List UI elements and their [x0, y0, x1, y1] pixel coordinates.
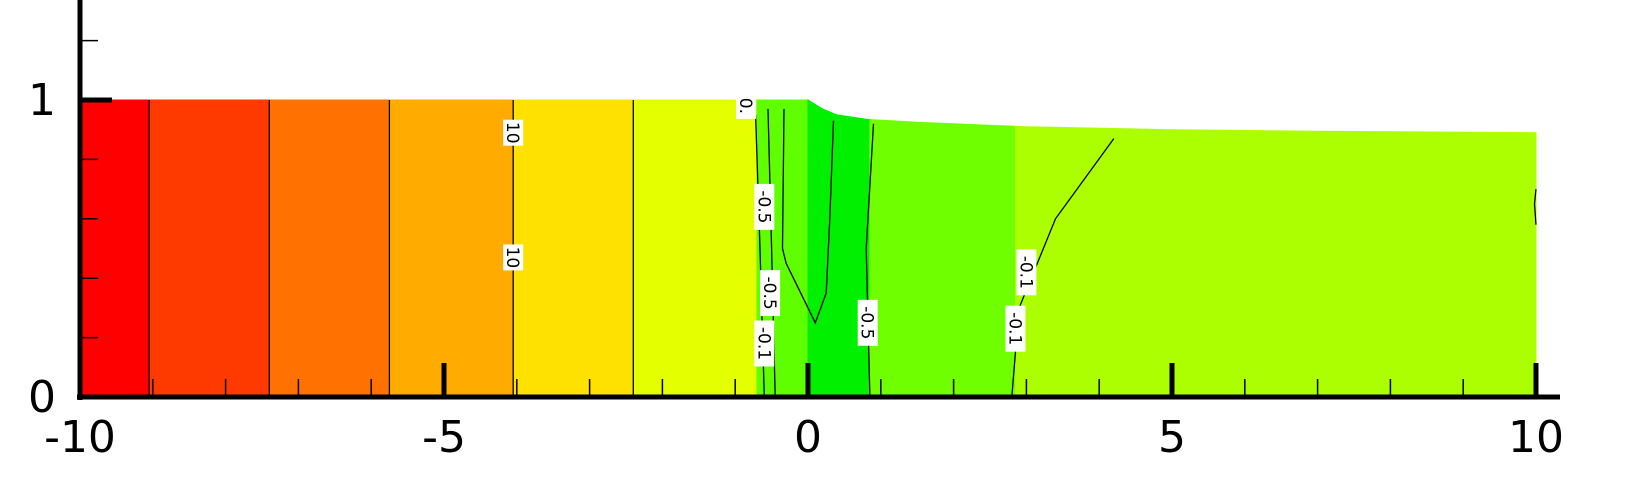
contour-line-9: [865, 123, 875, 398]
contour-label-bg: [754, 320, 775, 367]
y-tick-label: 0: [28, 372, 56, 423]
contour-label-7: -0.5: [857, 299, 878, 346]
contour-label-text: -0.5: [857, 306, 877, 339]
contour-label-9: -0.1: [1005, 305, 1026, 352]
color-band-3: [268, 99, 390, 398]
contour-label-text: -0.5: [759, 277, 779, 310]
contour-label-2: 10: [502, 244, 524, 271]
contour-label-bg: [1016, 249, 1037, 296]
y-tick-label: 1: [28, 75, 56, 126]
contour-label-text: 0.: [735, 98, 755, 114]
contour-label-bg: [503, 119, 524, 146]
contour-label-3: 0.: [735, 92, 757, 119]
contour-label-text: -0.1: [1005, 312, 1025, 345]
x-tick-label: -5: [422, 412, 466, 463]
color-band-4: [388, 99, 514, 398]
contour-label-text: -0.5: [753, 190, 773, 223]
color-band-5: [512, 99, 634, 398]
x-tick-label: 5: [1158, 412, 1186, 463]
contour-line-11: [1533, 189, 1537, 225]
contour-label-8: -0.1: [1015, 249, 1037, 296]
x-tick-label: 0: [794, 412, 822, 463]
x-tick-label: 10: [1508, 412, 1564, 463]
color-bands: [79, 99, 1537, 398]
contour-label-bg: [760, 270, 781, 317]
contour-line-8: [781, 108, 835, 325]
contour-label-bg: [754, 183, 775, 230]
contour-lines: [148, 100, 1537, 398]
color-band-2: [148, 99, 270, 398]
color-band-10: [1015, 125, 1537, 398]
contour-label-bg: [503, 244, 524, 271]
contour-label-text: 10: [502, 247, 522, 269]
contour-label-text: -0.1: [753, 327, 773, 360]
x-tick-label: -10: [44, 412, 116, 463]
contour-label-text: 10: [502, 122, 522, 144]
contour-label-1: 10: [502, 119, 524, 146]
color-band-8: [807, 99, 871, 398]
contour-label-bg: [857, 299, 878, 346]
contour-label-bg: [736, 92, 757, 119]
contour-label-4: -0.5: [753, 183, 775, 230]
color-band-9: [869, 118, 1016, 398]
contour-label-6: -0.1: [753, 320, 775, 367]
axes: -10 -5 0 5 10 0 1: [28, 0, 1564, 463]
contour-label-5: -0.5: [759, 270, 781, 317]
contour-label-text: -0.1: [1015, 256, 1035, 289]
contour-label-bg: [1005, 305, 1026, 352]
contour-line-10: [1011, 138, 1115, 398]
color-band-1: [79, 99, 150, 398]
contour-labels: 10 10 0. -0.5 -0.5 -0.1 -0.5 -0.1 -0.1: [502, 92, 1037, 367]
color-band-6: [632, 99, 758, 398]
